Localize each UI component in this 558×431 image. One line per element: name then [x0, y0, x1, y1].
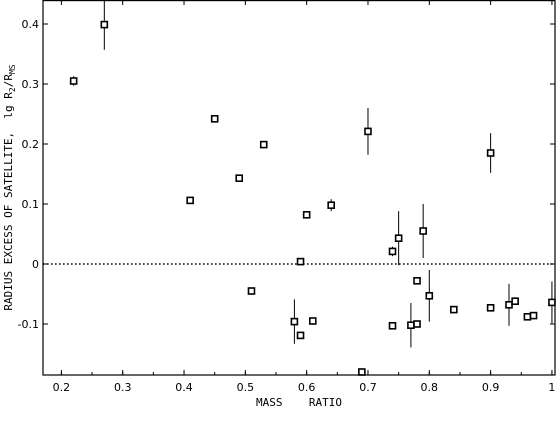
data-point — [425, 291, 434, 300]
x-tick-label: 0.7 — [359, 381, 377, 394]
y-axis-label: RADIUS EXCESS OF SATELLITE, lg R2/RMS — [2, 64, 17, 310]
data-point — [247, 287, 256, 295]
x-tick-label: 0.2 — [53, 381, 71, 394]
data-point — [548, 298, 556, 307]
data-point — [419, 227, 427, 235]
data-point — [511, 297, 519, 306]
data-point — [505, 300, 513, 309]
data-point — [290, 317, 299, 326]
data-point — [302, 211, 311, 219]
y-axis-label-main: RADIUS EXCESS OF SATELLITE, lg R — [2, 92, 15, 311]
data-point — [327, 201, 335, 209]
data-point — [186, 196, 194, 205]
data-point — [523, 312, 532, 321]
data-point — [486, 149, 495, 157]
y-axis-label-subscript-2: 2 — [8, 87, 17, 92]
x-tick-label: 0.4 — [175, 381, 193, 394]
data-point — [69, 77, 78, 85]
data-point — [450, 305, 458, 314]
data-point — [100, 20, 109, 29]
data-point — [413, 276, 421, 285]
y-axis-label-subscript-ms: MS — [8, 64, 17, 74]
y-tick-label: 0 — [32, 258, 39, 271]
y-axis-label-ratio: /R — [2, 74, 15, 88]
data-point — [486, 303, 495, 312]
x-axis-label: MASS RATIO — [256, 396, 342, 409]
x-tick-label: 0.6 — [298, 381, 316, 394]
data-point — [210, 115, 219, 123]
y-tick-label: 0.2 — [22, 138, 40, 151]
x-tick-label: 0.5 — [237, 381, 255, 394]
x-tick-label: 1 — [548, 381, 555, 394]
data-point — [296, 257, 305, 266]
data-point — [308, 317, 317, 325]
data-point — [364, 127, 372, 136]
x-tick-label: 0.3 — [114, 381, 132, 394]
y-tick-label: 0.1 — [22, 198, 40, 211]
data-point — [259, 140, 268, 149]
y-tick-label: 0.4 — [22, 18, 40, 31]
y-tick-label: 0.3 — [22, 78, 40, 91]
y-tick-label: -0.1 — [18, 318, 39, 331]
data-point — [388, 247, 397, 256]
data-point — [394, 234, 403, 242]
data-point — [235, 174, 244, 182]
plot-frame — [42, 0, 556, 376]
x-tick-label: 0.9 — [482, 381, 500, 394]
data-point — [529, 311, 538, 320]
data-point — [296, 331, 305, 340]
data-point — [407, 321, 415, 330]
x-tick-label: 0.8 — [421, 381, 439, 394]
data-point — [358, 368, 366, 376]
data-point — [413, 320, 421, 328]
data-point — [388, 321, 397, 330]
